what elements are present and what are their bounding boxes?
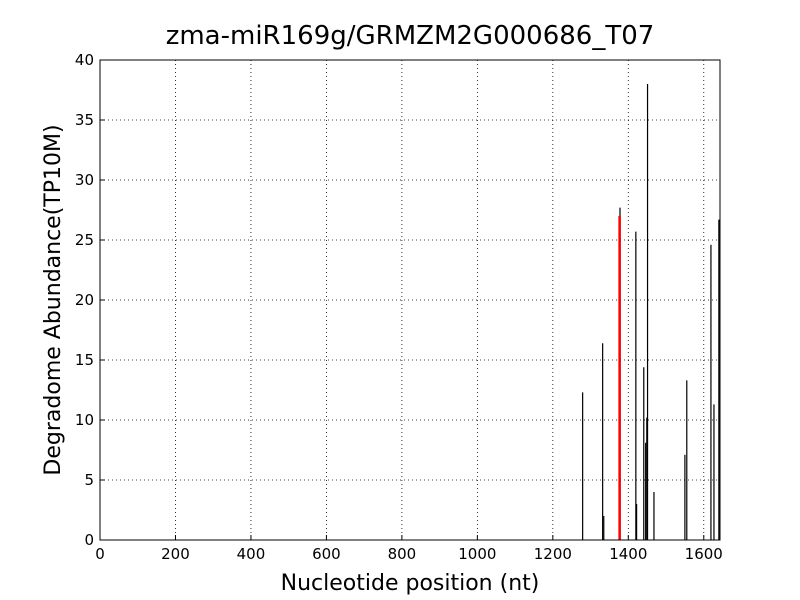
y-tick-label: 15 xyxy=(75,351,94,369)
x-axis-label: Nucleotide position (nt) xyxy=(281,571,540,596)
x-tick-label: 400 xyxy=(237,545,266,563)
y-tick-label: 0 xyxy=(84,531,94,549)
x-tick-label: 1200 xyxy=(534,545,572,563)
marks xyxy=(582,84,720,540)
x-tick-label: 0 xyxy=(95,545,105,563)
y-axis-label: Degradome Abundance(TP10M) xyxy=(41,124,66,475)
y-tick-label: 25 xyxy=(75,231,94,249)
x-tick-label: 200 xyxy=(161,545,190,563)
x-tick-label: 1600 xyxy=(685,545,723,563)
y-tick-label: 20 xyxy=(75,291,94,309)
ticks: 0 200 400 600 800 1000 1200 1400 1600 0 5 10 15 20 25 3… xyxy=(75,51,723,563)
x-tick-label: 1400 xyxy=(609,545,647,563)
x-tick-label: 1000 xyxy=(458,545,496,563)
chart-title: zma-miR169g/GRMZM2G000686_T07 xyxy=(166,21,655,51)
x-tick-label: 600 xyxy=(312,545,341,563)
y-tick-label: 10 xyxy=(75,411,94,429)
y-tick-label: 40 xyxy=(75,51,94,69)
y-tick-label: 5 xyxy=(84,471,94,489)
y-tick-label: 35 xyxy=(75,111,94,129)
y-tick-label: 30 xyxy=(75,171,94,189)
x-tick-label: 800 xyxy=(388,545,417,563)
